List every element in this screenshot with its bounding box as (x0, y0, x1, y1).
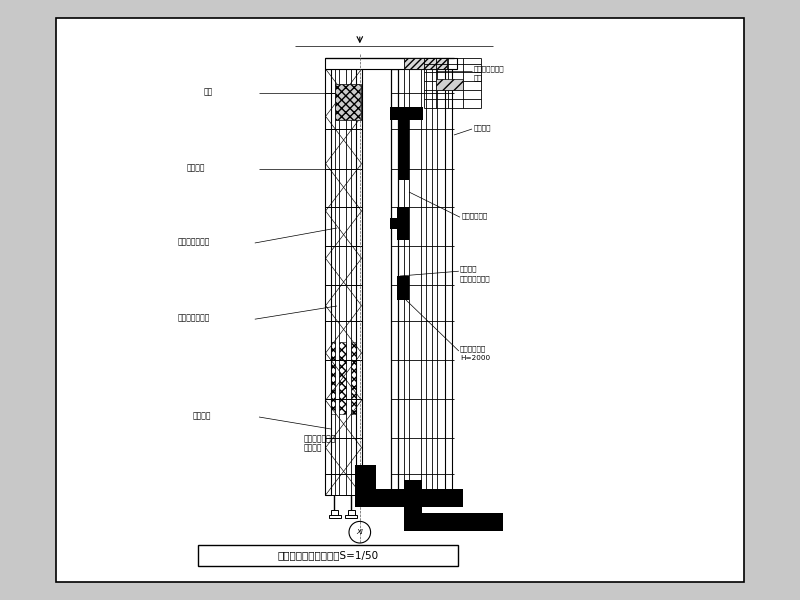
Bar (404, 69, 409, 495)
Bar (355, 465, 376, 489)
Text: 捨てグリップ: 捨てグリップ (461, 212, 487, 220)
Bar (404, 480, 422, 531)
Text: 鋼製面板: 鋼製面板 (187, 163, 206, 173)
Bar (436, 79, 463, 90)
Bar (404, 58, 447, 69)
Bar (334, 84, 361, 120)
Text: ステージガード: ステージガード (474, 65, 504, 72)
Text: ジャッキベース: ジャッキベース (304, 434, 336, 444)
Bar (325, 69, 331, 495)
Bar (355, 489, 463, 507)
Text: ステージガート: ステージガート (178, 313, 210, 323)
Bar (397, 207, 409, 240)
Bar (331, 510, 338, 515)
Bar (334, 69, 339, 495)
Bar (445, 69, 452, 495)
Bar (346, 515, 358, 518)
Text: H=2000: H=2000 (460, 355, 490, 361)
Bar (346, 69, 350, 495)
Text: 接触防止養生: 接触防止養生 (460, 345, 486, 352)
Text: 下段: 下段 (203, 87, 213, 96)
Bar (329, 515, 341, 518)
Text: グリーンネット: グリーンネット (178, 237, 210, 246)
Bar (326, 342, 362, 414)
Bar (398, 114, 409, 180)
Text: 根がらみ: 根がらみ (193, 412, 211, 420)
Text: 落下防止ネット: 落下防止ネット (460, 275, 490, 282)
Bar (391, 69, 398, 495)
Bar (390, 107, 423, 120)
Bar (325, 58, 457, 69)
Text: スロープ: スロープ (474, 124, 490, 131)
Bar (404, 513, 503, 531)
Bar (356, 69, 362, 495)
Bar (348, 510, 355, 515)
Bar (421, 69, 426, 495)
Text: 整振防止: 整振防止 (304, 443, 322, 452)
Text: ステージ断面詳細図　S=1/50: ステージ断面詳細図 S=1/50 (278, 551, 378, 560)
Bar (432, 69, 437, 495)
Text: 整振: 整振 (474, 74, 482, 82)
Bar (397, 276, 409, 300)
Text: XI: XI (356, 529, 363, 535)
Bar (390, 218, 408, 229)
Text: 膝つなぎ: 膝つなぎ (460, 265, 478, 272)
